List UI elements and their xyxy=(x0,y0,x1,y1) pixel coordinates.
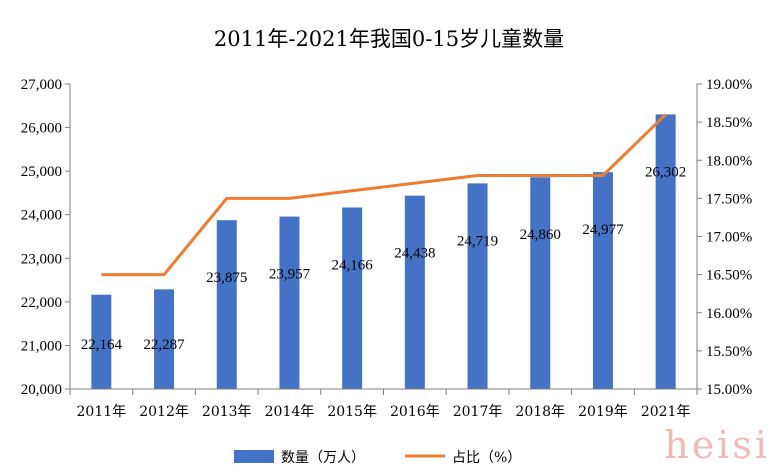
x-tick-label: 2012年 xyxy=(139,404,189,420)
x-tick-label: 2014年 xyxy=(265,404,315,420)
plot-area: 22,164 22,287 23,875 23,957 24,166 24,438 24,7… xyxy=(21,77,753,420)
data-label: 23,875 xyxy=(206,270,247,286)
data-label: 22,164 xyxy=(81,337,123,353)
data-label: 26,302 xyxy=(645,164,686,180)
bar xyxy=(655,114,676,390)
data-label: 24,977 xyxy=(582,222,624,238)
data-label: 24,166 xyxy=(332,257,374,273)
bar xyxy=(154,289,175,389)
watermark: heisi xyxy=(664,423,770,467)
legend: 数量（万人） 占比（%） xyxy=(234,450,521,466)
x-tick-label: 2021年 xyxy=(641,404,691,420)
bar xyxy=(404,195,425,389)
x-tick-label: 2019年 xyxy=(578,404,628,420)
y-left-tick-label: 21,000 xyxy=(21,338,62,354)
bar xyxy=(592,172,613,389)
y-right-tick-label: 16.50% xyxy=(706,268,752,284)
bar xyxy=(279,216,300,389)
y-right-tick-label: 19.00% xyxy=(706,77,752,93)
x-tick-label: 2013年 xyxy=(202,404,252,420)
x-tick-label: 2011年 xyxy=(77,404,127,420)
bar xyxy=(530,177,551,389)
data-label: 24,719 xyxy=(457,233,498,249)
y-left-tick-label: 27,000 xyxy=(21,77,62,93)
y-right-tick-label: 17.50% xyxy=(706,191,752,207)
data-label: 24,438 xyxy=(394,246,435,262)
chart-title: 2011年-2021年我国0-15岁儿童数量 xyxy=(214,27,564,51)
legend-label-bar: 数量（万人） xyxy=(281,450,365,466)
x-tick-label: 2017年 xyxy=(453,404,503,420)
line-series-share xyxy=(101,113,667,277)
y-left-tick-label: 22,000 xyxy=(21,295,62,311)
y-right-tick-label: 16.00% xyxy=(706,306,752,322)
bar xyxy=(467,183,488,389)
y-right-tick-label: 15.00% xyxy=(706,382,752,398)
y-left-tick-label: 25,000 xyxy=(21,164,62,180)
x-tick-label: 2016年 xyxy=(390,404,440,420)
y-right-tick-label: 17.00% xyxy=(706,230,752,246)
y-left-tick-label: 23,000 xyxy=(21,251,62,267)
data-label: 22,287 xyxy=(143,337,185,353)
bar xyxy=(91,294,112,389)
data-label: 24,860 xyxy=(520,227,561,243)
y-right-tick-label: 18.00% xyxy=(706,153,752,169)
x-tick-label: 2018年 xyxy=(515,404,565,420)
y-left-tick-label: 24,000 xyxy=(21,208,62,224)
y-right-tick-label: 18.50% xyxy=(706,115,752,131)
legend-swatch-bar xyxy=(234,450,274,463)
legend-label-line: 占比（%） xyxy=(452,450,521,466)
y-right-tick-label: 15.50% xyxy=(706,344,752,360)
bar xyxy=(342,207,363,389)
y-left-tick-label: 26,000 xyxy=(21,121,62,137)
bar xyxy=(216,220,237,389)
y-left-tick-label: 20,000 xyxy=(21,382,62,398)
data-label: 23,957 xyxy=(269,267,311,283)
x-tick-label: 2015年 xyxy=(327,404,377,420)
